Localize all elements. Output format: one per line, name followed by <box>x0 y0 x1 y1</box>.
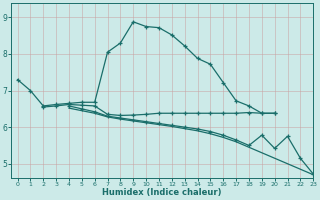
X-axis label: Humidex (Indice chaleur): Humidex (Indice chaleur) <box>102 188 222 197</box>
